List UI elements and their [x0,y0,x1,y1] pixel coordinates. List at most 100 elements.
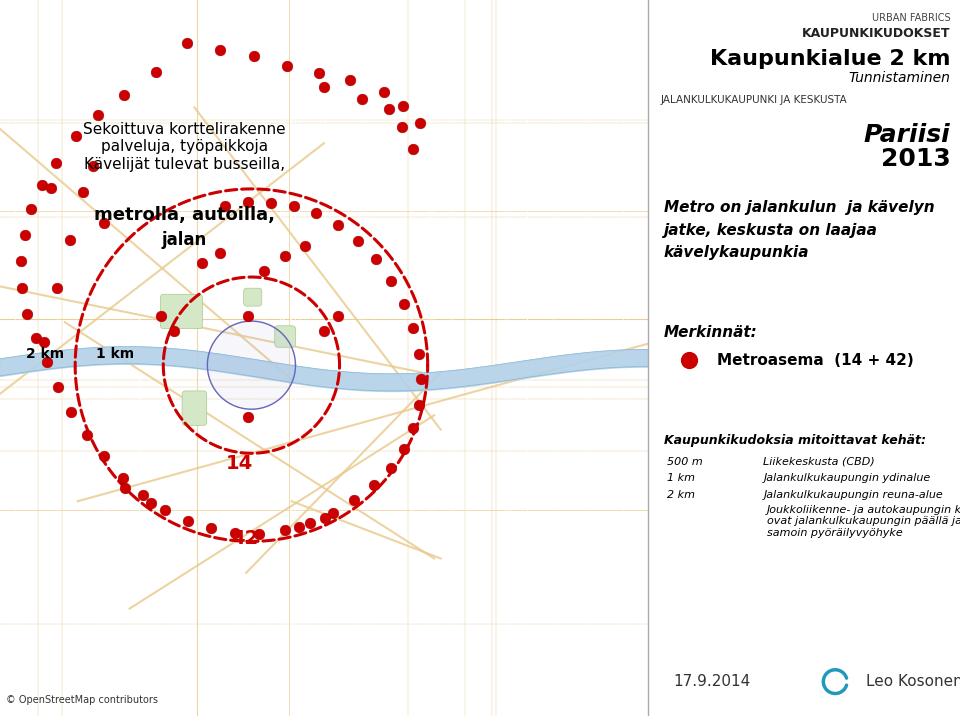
Point [117,483,132,494]
Point [681,354,696,366]
Point [347,494,362,505]
Text: © OpenStreetMap contributors: © OpenStreetMap contributors [7,695,158,705]
Text: Metro on jalankulun  ja kävelyn
jatke, keskusta on laajaa
kävelykaupunkia: Metro on jalankulun ja kävelyn jatke, ke… [663,200,934,260]
Point [19,308,35,319]
Point [350,235,366,246]
Point [23,203,38,215]
Point [240,196,255,208]
Point [117,89,132,100]
Point [96,450,111,462]
Point [17,229,33,241]
Text: Jalankulkukaupungin reuna-alue: Jalankulkukaupungin reuna-alue [763,490,943,500]
Point [330,219,346,231]
Text: JALANKULKUKAUPUNKI JA KESKUSTA: JALANKULKUKAUPUNKI JA KESKUSTA [660,95,848,105]
Point [412,348,427,359]
Point [381,103,396,115]
Point [396,100,411,112]
Text: 1 km: 1 km [96,347,134,362]
Point [153,311,168,322]
Point [80,429,95,440]
Point [35,179,50,190]
Point [414,374,429,385]
Point [69,130,84,142]
Point [217,200,232,212]
FancyBboxPatch shape [275,326,296,347]
Point [354,93,370,105]
Point [85,160,101,172]
Point [213,248,228,259]
Point [405,143,420,155]
Point [43,182,59,193]
Polygon shape [207,321,296,410]
Point [256,265,272,276]
Point [203,523,218,534]
Point [368,253,383,265]
Point [342,74,357,86]
Point [311,67,326,79]
Point [241,411,256,422]
Text: 1 km: 1 km [666,473,695,483]
Point [227,527,242,538]
Point [180,516,196,527]
Text: URBAN FABRICS: URBAN FABRICS [872,13,950,23]
Point [286,200,301,212]
FancyBboxPatch shape [244,288,262,306]
Text: Kaupunkialue 2 km: Kaupunkialue 2 km [710,49,950,69]
Text: Kaupunkikudoksia mitoittavat kehät:: Kaupunkikudoksia mitoittavat kehät: [663,434,925,447]
Text: Leo Kosonen: Leo Kosonen [866,674,960,689]
Point [317,325,332,337]
Point [13,255,29,266]
FancyBboxPatch shape [160,294,203,329]
Text: 500 m: 500 m [666,457,703,467]
Point [318,513,333,524]
Point [148,66,163,77]
Point [134,490,150,501]
Point [376,86,392,97]
Point [195,258,210,269]
Point [412,399,427,410]
Point [36,337,52,348]
Point [292,521,307,533]
Text: 42: 42 [231,529,258,548]
Point [394,122,409,133]
Point [263,197,278,208]
Point [384,275,399,286]
Point [91,109,107,120]
Point [143,497,158,508]
Point [28,332,43,344]
Text: jalan: jalan [162,231,207,249]
Point [412,117,427,129]
Point [406,322,421,334]
Point [302,517,318,528]
Text: 2 km: 2 km [666,490,695,500]
Point [330,311,346,322]
Point [51,381,66,392]
Text: Merkinnät:: Merkinnät: [663,326,757,340]
Text: Liikekeskusta (CBD): Liikekeskusta (CBD) [763,457,876,467]
Text: Sekoittuva korttelirakenne
palveluja, työpaikkoja
Kävelijät tulevat busseilla,: Sekoittuva korttelirakenne palveluja, ty… [84,122,286,172]
Point [157,504,173,516]
Point [406,422,421,434]
Point [277,524,293,536]
Point [297,240,312,251]
Point [317,82,332,93]
Point [48,158,63,169]
Point [383,462,398,473]
Text: 2 km: 2 km [26,347,64,362]
Point [213,44,228,56]
Point [308,208,324,219]
Point [241,311,256,322]
Text: Tunnistaminen: Tunnistaminen [849,71,950,85]
FancyBboxPatch shape [182,391,206,425]
Point [14,282,30,294]
Text: KAUPUNKIKUDOKSET: KAUPUNKIKUDOKSET [803,27,950,40]
Text: Jalankulkukaupungin ydinalue: Jalankulkukaupungin ydinalue [763,473,930,483]
Point [366,479,381,490]
Point [279,60,295,72]
Point [252,528,267,540]
Point [63,406,79,417]
Point [247,50,262,62]
Text: metrolla, autoilla,: metrolla, autoilla, [94,205,276,224]
Point [325,507,341,518]
Point [49,282,64,294]
